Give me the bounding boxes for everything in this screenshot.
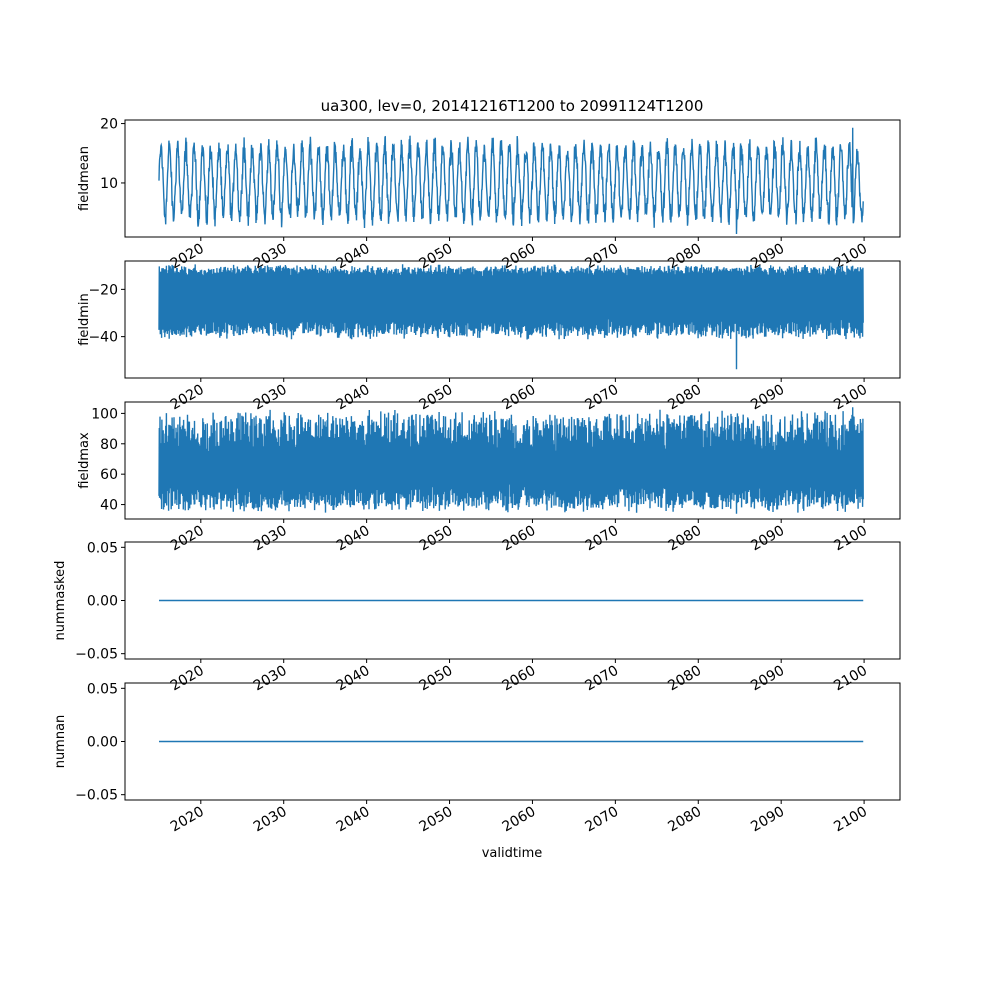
y-tick-label: 100	[91, 406, 118, 422]
x-tick-label: 2050	[417, 382, 456, 414]
panel-fieldmin: −40 −20 2020 2030 2040 2050 2060 2070 2080 2090 21…	[77, 260, 901, 414]
x-tick-label: 2040	[334, 663, 373, 695]
x-tick-label: 2030	[251, 804, 290, 836]
y-tick-label: 0.00	[87, 735, 118, 751]
x-tick-label: 2080	[665, 523, 704, 555]
x-tick-label: 2090	[748, 241, 787, 273]
x-tick-label: 2050	[417, 804, 456, 836]
y-tick-label: 20	[100, 117, 118, 133]
x-tick-label: 2080	[665, 382, 704, 414]
x-tick-label: 2020	[168, 382, 207, 414]
x-tick-label: 2100	[831, 523, 870, 555]
x-tick-label: 2090	[748, 804, 787, 836]
x-tick-label: 2070	[582, 663, 621, 695]
x-tick-label: 2040	[334, 804, 373, 836]
y-tick-label: 60	[100, 467, 118, 483]
panel-nummasked: −0.05 0.00 0.05 2020 2030 2040 2050 2060 2070 208…	[53, 540, 901, 695]
x-tick-label: 2090	[748, 523, 787, 555]
y-tick-label: −40	[88, 330, 118, 346]
x-tick-label: 2030	[251, 523, 290, 555]
x-tick-label: 2080	[665, 663, 704, 695]
y-axis-label-fieldmax: fieldmax	[77, 432, 92, 489]
axes-frame	[124, 119, 901, 238]
x-tick-label: 2060	[500, 523, 539, 555]
x-tick-label: 2100	[831, 663, 870, 695]
series-line-fieldmean	[158, 127, 864, 235]
y-axis-label-numnan: numnan	[53, 715, 68, 769]
x-tick-label: 2020	[168, 804, 207, 836]
x-tick-label: 2070	[582, 523, 621, 555]
x-tick-label: 2040	[334, 523, 373, 555]
y-tick-label: 40	[100, 498, 118, 514]
y-tick-label: −0.05	[75, 647, 118, 663]
chart-title: ua300, lev=0, 20141216T1200 to 20991124T…	[321, 97, 704, 115]
y-tick-label: 10	[100, 176, 118, 192]
y-tick-label: 0.05	[87, 540, 118, 556]
y-axis-label-fieldmin: fieldmin	[77, 293, 92, 346]
x-tick-label: 2020	[168, 523, 207, 555]
x-tick-label: 2090	[748, 663, 787, 695]
series-line-fieldmin	[158, 264, 864, 370]
x-tick-label: 2070	[582, 241, 621, 273]
x-tick-label: 2020	[168, 663, 207, 695]
x-tick-label: 2050	[417, 523, 456, 555]
y-tick-label: 80	[100, 437, 118, 453]
y-tick-label: −20	[88, 282, 118, 298]
x-tick-label: 2050	[417, 663, 456, 695]
series-line-fieldmax	[158, 407, 864, 514]
axes-frame	[124, 401, 901, 520]
x-tick-label: 2070	[582, 382, 621, 414]
y-axis-label-nummasked: nummasked	[53, 561, 68, 641]
x-tick-label: 2030	[251, 382, 290, 414]
axes-frame	[124, 260, 901, 379]
y-tick-label: 0.00	[87, 594, 118, 610]
y-axis-label-fieldmean: fieldmean	[77, 146, 92, 211]
x-tick-label: 2090	[748, 382, 787, 414]
x-tick-label: 2080	[665, 241, 704, 273]
x-axis-label: validtime	[482, 846, 543, 861]
x-tick-label: 2080	[665, 804, 704, 836]
x-tick-label: 2100	[831, 382, 870, 414]
x-tick-label: 2070	[582, 804, 621, 836]
x-tick-label: 2060	[500, 804, 539, 836]
x-tick-label: 2100	[831, 804, 870, 836]
x-tick-label: 2040	[334, 382, 373, 414]
panel-fieldmax: 40 60 80 100 2020 2030 2040 2050 2060 2070 2080 209…	[77, 401, 901, 555]
panel-numnan: −0.05 0.00 0.05 2020 2030 2040 2050 2060 2070 208…	[53, 681, 901, 836]
y-tick-label: 0.05	[87, 681, 118, 697]
x-tick-label: 2030	[251, 663, 290, 695]
y-tick-label: −0.05	[75, 788, 118, 804]
x-tick-label: 2060	[500, 663, 539, 695]
x-tick-label: 2060	[500, 382, 539, 414]
